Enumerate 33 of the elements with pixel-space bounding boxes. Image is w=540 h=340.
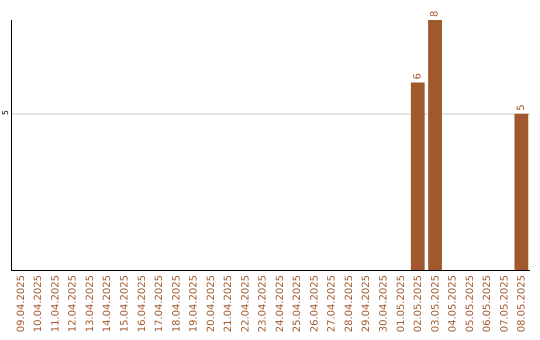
x-tick-label: 18.04.2025 bbox=[171, 275, 182, 332]
x-tick-label: 06.05.2025 bbox=[482, 275, 494, 332]
x-tick-label: 27.04.2025 bbox=[326, 275, 338, 332]
x-tick-label: 09.04.2025 bbox=[16, 275, 27, 332]
x-tick-label: 28.04.2025 bbox=[344, 275, 355, 332]
x-tick-label: 13.04.2025 bbox=[84, 275, 96, 332]
x-tick-label: 03.05.2025 bbox=[430, 275, 442, 332]
x-tick-label: 16.04.2025 bbox=[136, 275, 148, 332]
x-tick-label: 07.05.2025 bbox=[499, 275, 510, 332]
x-tick-label: 19.04.2025 bbox=[188, 275, 200, 332]
x-tick-label: 04.05.2025 bbox=[448, 275, 459, 332]
x-tick-label: 22.04.2025 bbox=[240, 275, 252, 332]
x-tick-label: 24.04.2025 bbox=[274, 275, 286, 332]
x-tick-label: 10.04.2025 bbox=[33, 275, 44, 332]
x-tick-label: 25.04.2025 bbox=[292, 275, 304, 332]
x-tick-label: 30.04.2025 bbox=[378, 275, 390, 332]
x-tick-label: 02.05.2025 bbox=[413, 275, 424, 332]
data-label: 8 bbox=[430, 10, 441, 17]
x-tick-label: 14.04.2025 bbox=[102, 275, 114, 332]
x-tick-label: 21.04.2025 bbox=[223, 275, 234, 332]
x-tick-label: 17.04.2025 bbox=[154, 275, 166, 332]
x-tick-label: 26.04.2025 bbox=[309, 275, 320, 332]
x-tick-label: 01.05.2025 bbox=[396, 275, 407, 332]
x-tick-label: 12.04.2025 bbox=[68, 275, 79, 332]
x-tick-label: 29.04.2025 bbox=[361, 275, 372, 332]
x-tick-label: 05.05.2025 bbox=[464, 275, 476, 332]
x-tick-label: 08.05.2025 bbox=[516, 275, 528, 332]
data-label: 6 bbox=[412, 73, 424, 80]
x-tick-label: 23.04.2025 bbox=[258, 275, 269, 332]
x-tick-label: 15.04.2025 bbox=[119, 275, 130, 332]
data-label: 5 bbox=[516, 104, 527, 111]
x-tick-label: 11.04.2025 bbox=[50, 275, 62, 332]
x-tick-label: 20.04.2025 bbox=[206, 275, 217, 332]
